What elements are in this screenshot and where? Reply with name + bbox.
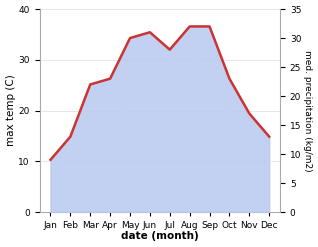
X-axis label: date (month): date (month) bbox=[121, 231, 199, 242]
Y-axis label: med. precipitation (kg/m2): med. precipitation (kg/m2) bbox=[303, 50, 313, 171]
Y-axis label: max temp (C): max temp (C) bbox=[5, 75, 16, 146]
